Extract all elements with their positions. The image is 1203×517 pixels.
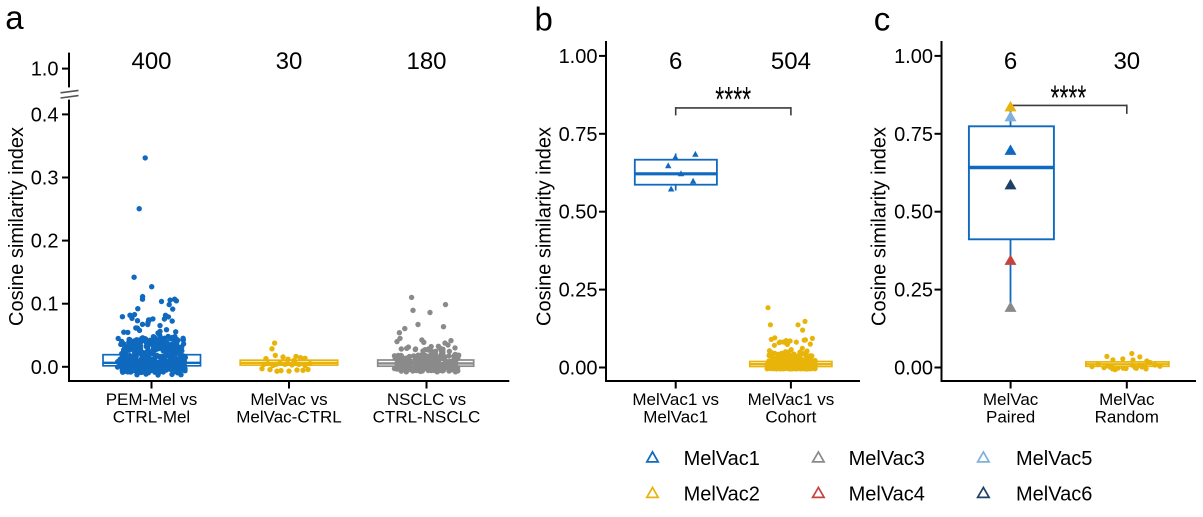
svg-text:MelVac6: MelVac6 [1016, 484, 1092, 506]
svg-text:Cosine similarity index: Cosine similarity index [6, 127, 28, 326]
svg-text:0.50: 0.50 [559, 202, 598, 224]
svg-text:Cohort: Cohort [765, 408, 816, 427]
svg-text:MelVac1 vs: MelVac1 vs [748, 390, 835, 409]
svg-text:400: 400 [131, 48, 171, 75]
svg-text:0.50: 0.50 [894, 202, 933, 224]
svg-text:NSCLC vs: NSCLC vs [387, 390, 466, 409]
svg-text:MelVac-CTRL: MelVac-CTRL [236, 408, 341, 427]
svg-text:Cosine similarity index: Cosine similarity index [869, 127, 891, 326]
svg-text:MelVac1 vs: MelVac1 vs [632, 390, 719, 409]
svg-text:0.25: 0.25 [894, 280, 933, 302]
svg-text:Paired: Paired [986, 408, 1035, 427]
svg-text:0.3: 0.3 [31, 168, 59, 190]
svg-text:0.25: 0.25 [559, 280, 598, 302]
svg-text:PEM-Mel vs: PEM-Mel vs [106, 390, 198, 409]
svg-text:MelVac5: MelVac5 [1016, 448, 1092, 470]
svg-text:MelVac4: MelVac4 [849, 484, 925, 506]
svg-text:30: 30 [276, 48, 303, 75]
svg-text:6: 6 [1004, 48, 1017, 75]
svg-text:Cosine similarity index: Cosine similarity index [534, 127, 556, 326]
svg-text:1.0: 1.0 [31, 59, 59, 81]
svg-text:MelVac3: MelVac3 [849, 448, 925, 470]
svg-text:CTRL-NSCLC: CTRL-NSCLC [373, 408, 481, 427]
svg-text:c: c [874, 0, 891, 37]
svg-text:30: 30 [1113, 48, 1140, 75]
svg-text:****: **** [715, 81, 751, 120]
svg-text:0.4: 0.4 [31, 104, 59, 126]
svg-text:MelVac vs: MelVac vs [250, 390, 327, 409]
svg-text:Random: Random [1095, 408, 1159, 427]
svg-text:MelVac1: MelVac1 [684, 448, 760, 470]
svg-text:504: 504 [771, 48, 811, 75]
svg-text:6: 6 [669, 48, 682, 75]
svg-text:1.00: 1.00 [559, 46, 598, 68]
svg-text:****: **** [1051, 79, 1087, 118]
svg-text:MelVac: MelVac [983, 390, 1039, 409]
svg-text:b: b [535, 0, 553, 37]
svg-text:0.1: 0.1 [31, 294, 59, 316]
svg-text:0.2: 0.2 [31, 231, 59, 253]
svg-text:MelVac: MelVac [1099, 390, 1155, 409]
svg-text:MelVac1: MelVac1 [643, 408, 708, 427]
svg-text:a: a [5, 0, 24, 36]
svg-text:180: 180 [406, 48, 446, 75]
svg-text:0.00: 0.00 [894, 358, 933, 380]
svg-text:CTRL-Mel: CTRL-Mel [113, 408, 190, 427]
svg-text:0.75: 0.75 [559, 124, 598, 146]
svg-text:0.00: 0.00 [559, 358, 598, 380]
svg-text:MelVac2: MelVac2 [684, 484, 760, 506]
svg-text:0.0: 0.0 [31, 357, 59, 379]
svg-text:0.75: 0.75 [894, 124, 933, 146]
svg-text:1.00: 1.00 [894, 46, 933, 68]
